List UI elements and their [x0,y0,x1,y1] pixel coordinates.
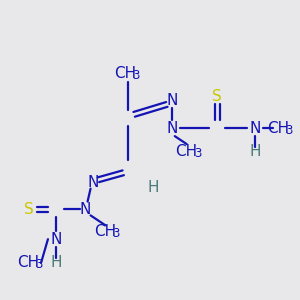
Text: H: H [147,180,159,195]
Text: 3: 3 [194,148,201,160]
Text: H: H [249,145,261,160]
Text: CH: CH [267,121,289,136]
Text: CH: CH [176,145,198,160]
Text: 3: 3 [132,69,140,82]
Text: S: S [24,202,34,217]
Text: N: N [88,175,99,190]
Text: N: N [80,202,91,217]
Text: 3: 3 [35,258,43,272]
Text: N: N [166,93,178,108]
Text: H: H [50,255,61,270]
Text: 3: 3 [285,124,292,137]
Text: CH: CH [94,224,116,239]
Text: N: N [50,232,61,247]
Text: CH: CH [17,255,39,270]
Text: CH: CH [114,66,136,81]
Text: 3: 3 [112,227,120,240]
Text: N: N [166,121,178,136]
Text: S: S [212,89,222,104]
Text: N: N [249,121,261,136]
